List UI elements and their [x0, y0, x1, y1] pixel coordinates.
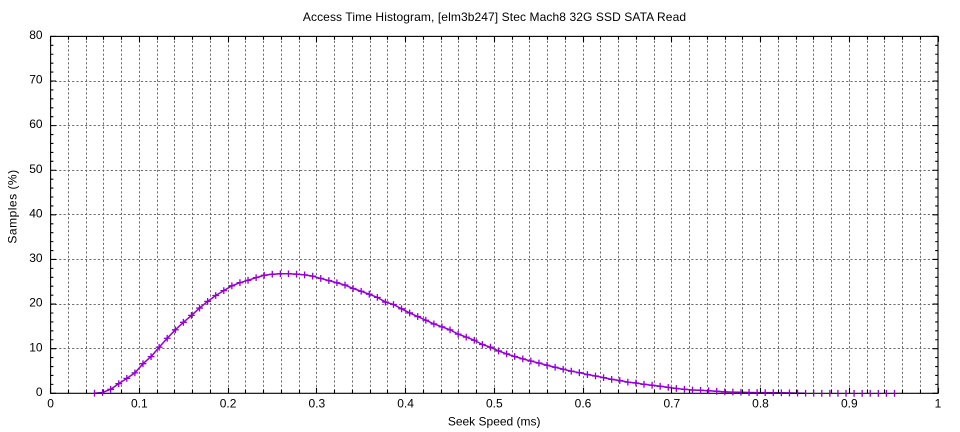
svg-text:Samples (%): Samples (%) [5, 169, 19, 243]
svg-text:0.8: 0.8 [752, 397, 769, 411]
svg-text:80: 80 [29, 28, 43, 42]
svg-text:0.2: 0.2 [220, 397, 237, 411]
svg-text:70: 70 [29, 73, 43, 87]
svg-text:40: 40 [29, 206, 43, 220]
svg-text:0.6: 0.6 [575, 397, 592, 411]
svg-text:0.9: 0.9 [841, 397, 858, 411]
svg-text:50: 50 [29, 162, 43, 176]
svg-text:0.4: 0.4 [397, 397, 414, 411]
svg-text:60: 60 [29, 117, 43, 131]
svg-text:0.5: 0.5 [486, 397, 503, 411]
svg-text:0.3: 0.3 [308, 397, 325, 411]
svg-text:20: 20 [29, 296, 43, 310]
svg-text:0: 0 [47, 397, 54, 411]
svg-text:0.1: 0.1 [131, 397, 148, 411]
svg-text:0: 0 [36, 385, 43, 399]
svg-text:0.7: 0.7 [663, 397, 680, 411]
svg-text:1: 1 [935, 397, 942, 411]
svg-text:10: 10 [29, 340, 43, 354]
svg-text:Access Time Histogram, [elm3b2: Access Time Histogram, [elm3b247] Stec M… [303, 10, 686, 24]
svg-text:Seek Speed (ms): Seek Speed (ms) [448, 414, 541, 428]
svg-text:30: 30 [29, 251, 43, 265]
